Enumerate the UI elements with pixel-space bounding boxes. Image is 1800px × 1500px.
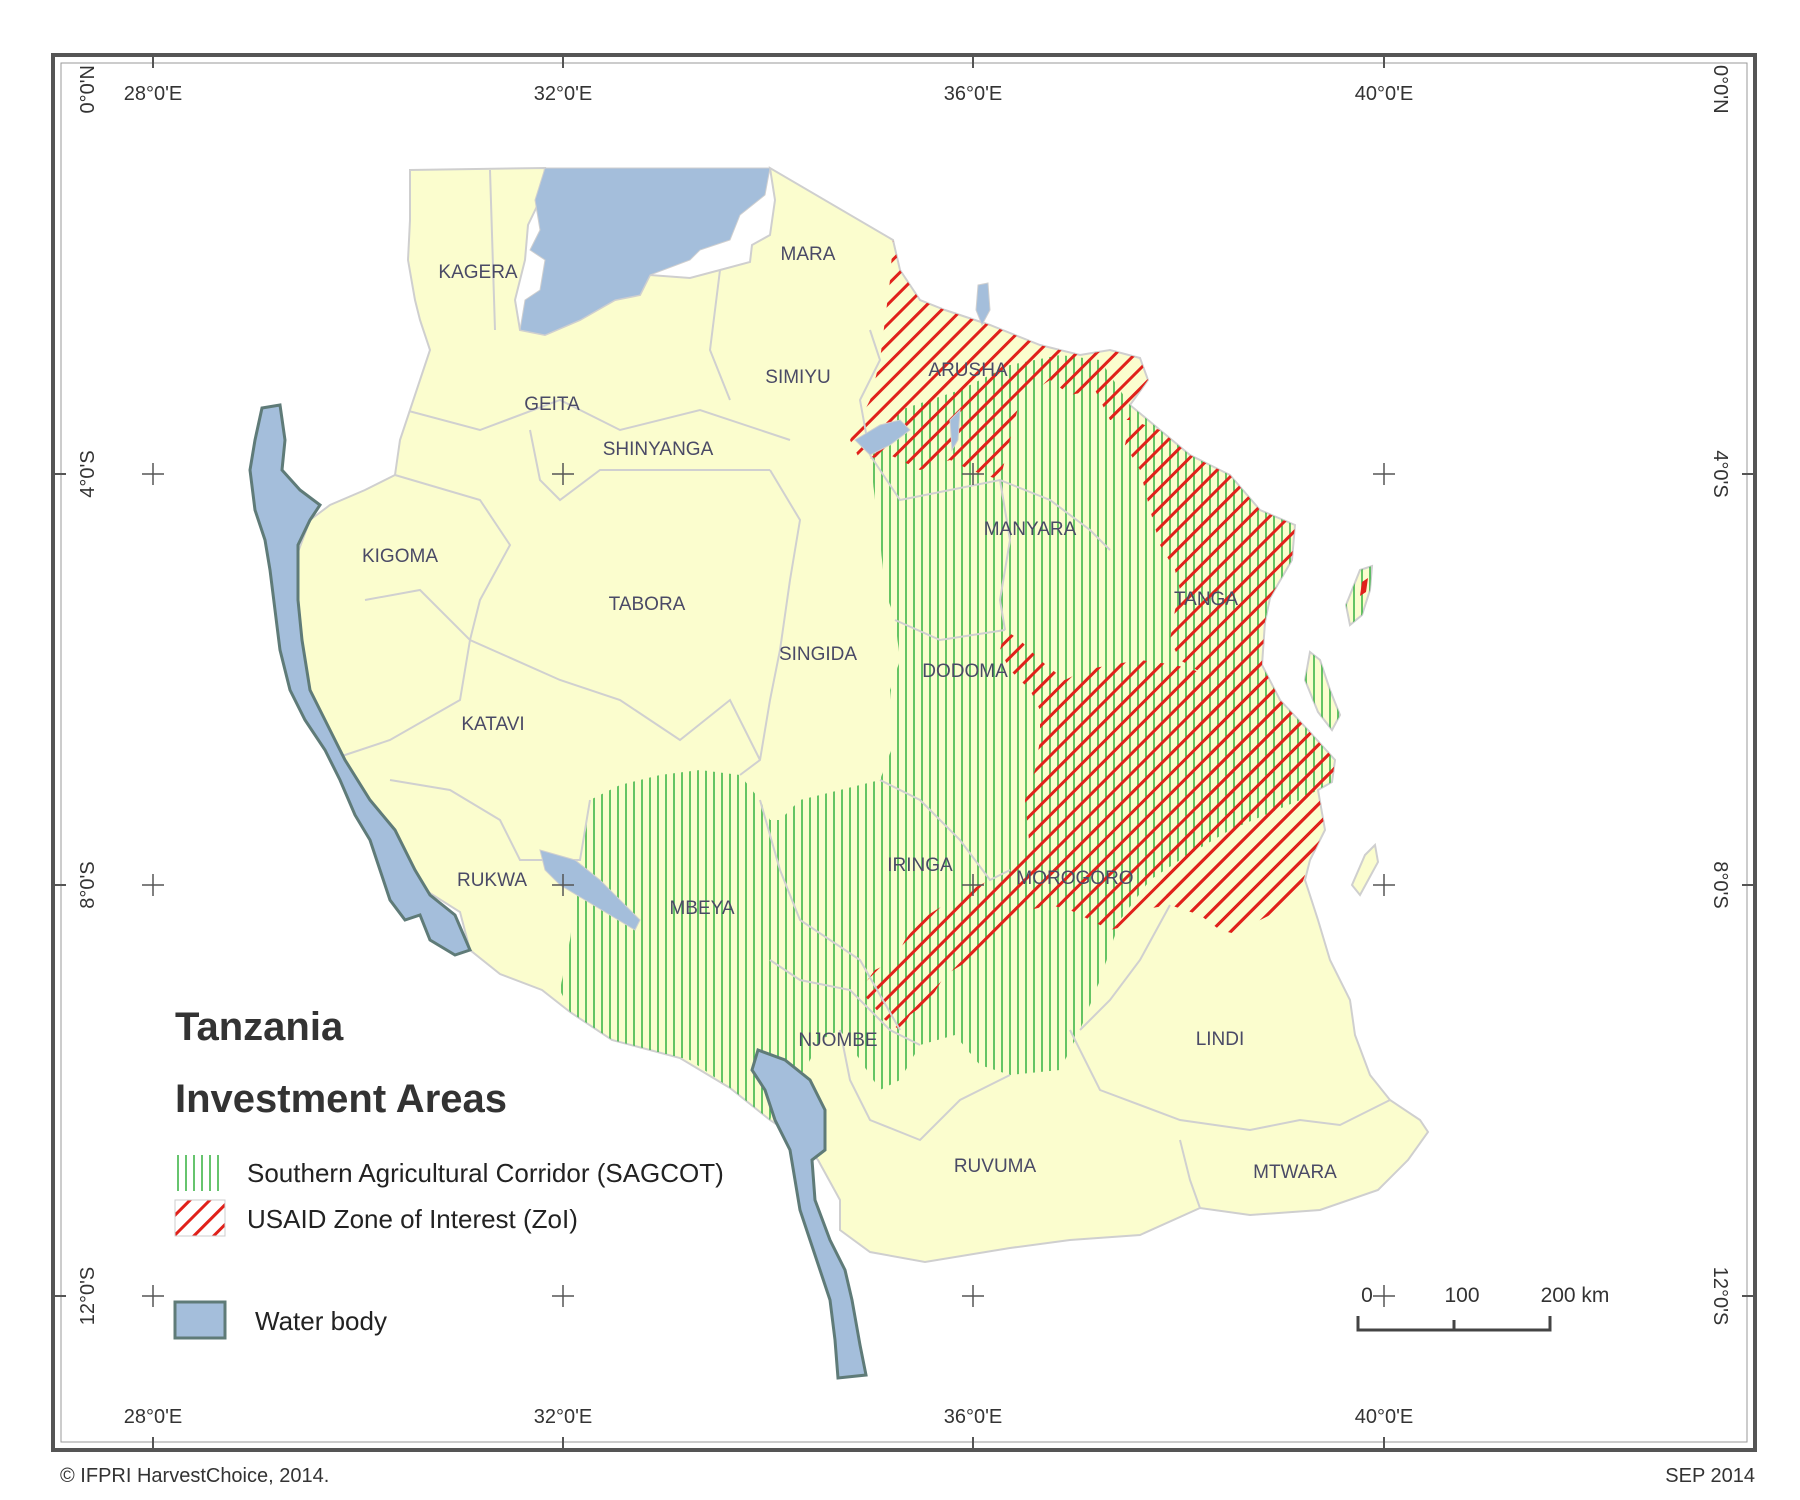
zoi-area [850,240,1335,1030]
lon-label-top-40: 40°0'E [1355,83,1414,105]
region-label: SINGIDA [779,644,857,665]
region-label: LINDI [1196,1029,1245,1050]
legend-swatch-sagcot [175,1155,225,1191]
region-label: TABORA [609,594,686,615]
region-label: RUKWA [457,870,527,891]
credit-text: © IFPRI HarvestChoice, 2014. [60,1465,330,1487]
legend-label-zoi: USAID Zone of Interest (ZoI) [247,1204,578,1234]
region-label: MTWARA [1253,1162,1337,1183]
region-label: SIMIYU [765,367,830,388]
lat-label-left-8: 8°0'S [77,861,99,908]
scale-label-100: 100 [1444,1284,1479,1307]
lake-manyara [949,408,961,452]
lake-natron [975,282,991,327]
lon-label-bottom-36: 36°0'E [944,1406,1003,1428]
region-label: DODOMA [922,661,1008,682]
region-label: IRINGA [887,855,953,876]
map-inner-frame [60,62,1748,1443]
lon-label-top-32: 32°0'E [534,83,593,105]
region-label: KIGOMA [362,546,438,567]
region-label: ARUSHA [928,360,1008,381]
lon-label-top-36: 36°0'E [944,83,1003,105]
lon-label-bottom-32: 32°0'E [534,1406,593,1428]
zoi-island-dot [1360,578,1368,596]
region-labels: KAGERA MARA ARUSHA SIMIYU GEITA SHINYANG… [362,244,1337,1183]
region-label: GEITA [524,394,580,415]
legend-swatch-zoi [174,1199,226,1237]
region-label: MOROGORO [1016,868,1133,889]
graticule-crosses [142,463,1395,1307]
legend-title-line2: Investment Areas [175,1077,507,1121]
lat-label-right-0: 0°0'N [1709,65,1731,114]
legend: Tanzania Investment Areas Southern Agric… [173,1005,724,1340]
lon-label-bottom-40: 40°0'E [1355,1406,1414,1428]
region-label: KAGERA [438,262,518,283]
sagcot-area [560,355,1335,1120]
scale-label-0: 0 [1361,1284,1373,1307]
region-label: TANGA [1174,589,1238,610]
lake-rukwa [539,849,641,931]
legend-label-sagcot: Southern Agricultural Corridor (SAGCOT) [247,1158,724,1188]
lake-victoria [519,167,771,336]
lat-label-right-12: 12°0'S [1709,1267,1731,1326]
region-label: MARA [781,244,836,265]
region-label: SHINYANGA [603,439,714,460]
lake-eyasi [854,419,911,456]
lon-label-bottom-28: 28°0'E [124,1406,183,1428]
lake-nyasa [750,1048,868,1380]
region-label: RUVUMA [954,1156,1037,1177]
region-label: MANYARA [984,519,1077,540]
lake-tanganyika [248,403,473,957]
mafia-island [1350,842,1380,897]
legend-title-line1: Tanzania [175,1005,344,1049]
legend-label-water: Water body [255,1306,387,1336]
sagcot-pemba [1305,652,1340,730]
region-label: KATAVI [461,714,524,735]
lat-label-right-4: 4°0'S [1709,450,1731,497]
lat-label-left-12: 12°0'S [77,1267,99,1326]
scale-bar-line [1356,1316,1552,1332]
region-label: MBEYA [669,898,734,919]
legend-swatch-water [173,1300,227,1340]
graticule-ticks [53,55,1755,1450]
lat-label-right-8: 8°0'S [1709,861,1731,908]
region-boundaries [329,169,1391,1209]
scale-label-200: 200 km [1541,1284,1610,1307]
date-text: SEP 2014 [1665,1465,1755,1487]
scale-bar: 0 100 200 km [1356,1284,1610,1332]
lat-label-left-0: 0°0'N [77,65,99,114]
lat-label-left-4: 4°0'S [77,450,99,497]
region-label: NJOMBE [798,1030,877,1051]
lon-label-top-28: 28°0'E [124,83,183,105]
